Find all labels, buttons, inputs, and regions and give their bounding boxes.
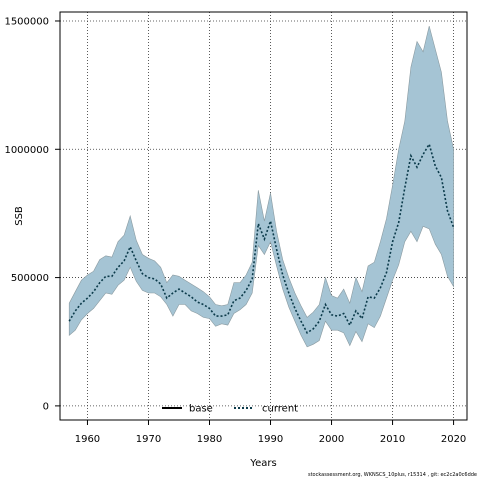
x-tick-label: 1960 — [75, 434, 100, 445]
x-axis: 1960 1970 1980 1990 2000 2010 2020 — [75, 420, 466, 445]
x-tick-label: 2010 — [380, 434, 405, 445]
y-tick-label: 500000 — [11, 273, 49, 284]
plot-frame — [59, 11, 468, 421]
x-tick-label: 2000 — [319, 434, 344, 445]
y-tick-label: 1500000 — [4, 16, 49, 27]
y-axis-title: SSB — [14, 206, 25, 226]
x-tick-label: 1970 — [136, 434, 161, 445]
series-line-current — [68, 142, 455, 334]
legend-label-base: base — [189, 404, 213, 415]
legend: base current — [162, 404, 298, 415]
confidence-band — [68, 26, 454, 348]
x-tick-label: 2020 — [441, 434, 466, 445]
x-tick-label: 1980 — [197, 434, 222, 445]
y-tick-label: 0 — [43, 401, 49, 412]
footer-source-note: stockassessment.org, WKNSCS_10plus, r153… — [307, 472, 477, 478]
y-tick-label: 1000000 — [4, 145, 49, 156]
x-axis-title: Years — [249, 458, 276, 469]
y-axis: 0 500000 1000000 1500000 — [4, 16, 60, 412]
legend-label-current: current — [262, 404, 298, 415]
x-tick-label: 1990 — [258, 434, 283, 445]
